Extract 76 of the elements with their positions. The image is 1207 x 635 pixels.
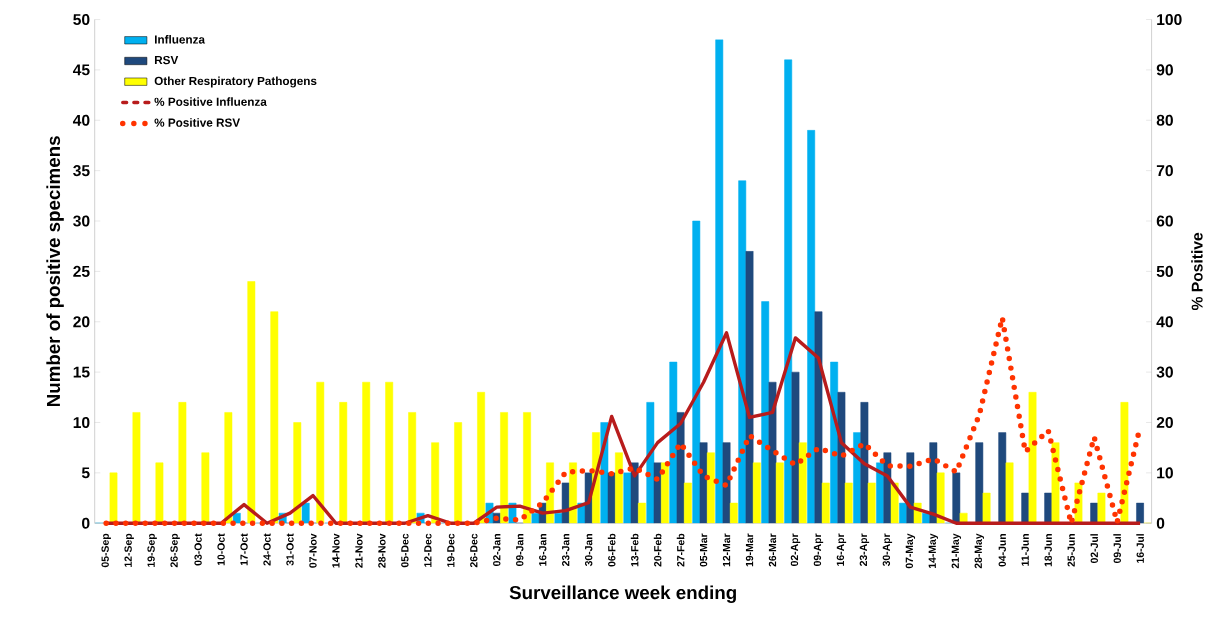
x-tick-label: 02-Jan: [493, 534, 501, 567]
y2-tick-label: 70: [1156, 165, 1173, 177]
y-tick-label: 40: [72, 114, 90, 127]
legend-label: Influenza: [154, 35, 206, 44]
x-tick-label: 20-Feb: [653, 534, 662, 567]
x-tick-label: 02-Jul: [1090, 534, 1098, 564]
x-tick-label: 03-Oct: [194, 533, 202, 566]
y2-tick-label: 100: [1157, 14, 1182, 26]
x-tick-label: 05-Sep: [101, 534, 111, 568]
x-tick-label: 26-Sep: [170, 534, 180, 568]
legend-label: RSV: [154, 56, 179, 65]
y-tick-label: 20: [73, 316, 90, 328]
y-tick-label: 5: [81, 467, 90, 479]
y2-tick-label: 80: [1156, 114, 1173, 127]
y2-tick-label: 30: [1156, 366, 1173, 378]
x-tick-label: 23-Apr: [859, 533, 870, 567]
x-tick-label: 12-Dec: [424, 533, 432, 568]
x-tick-label: 26-Mar: [768, 533, 777, 567]
x-tick-label: 14-May: [928, 533, 938, 569]
x-tick-label: 16-Jul: [1136, 534, 1144, 564]
x-tick-label: 30-Apr: [882, 533, 893, 567]
x-tick-label: 27-Feb: [676, 534, 685, 567]
legend-label: % Positive RSV: [154, 118, 241, 128]
y2-tick-label: 10: [1157, 467, 1173, 479]
x-tick-label: 17-Oct: [240, 533, 248, 566]
x-tick-label: 21-Nov: [355, 533, 363, 568]
y-tick-label: 30: [73, 215, 90, 227]
x-tick-label: 21-May: [951, 533, 962, 569]
x-tick-label: 19-Dec: [447, 533, 455, 568]
x-tick-label: 12-Sep: [124, 534, 134, 568]
x-tick-label: 19-Mar: [745, 533, 754, 567]
x-tick-label: 28-Nov: [378, 533, 386, 568]
x-tick-label: 10-Oct: [217, 533, 225, 566]
y-tick-label: 45: [72, 64, 90, 76]
y2-tick-label: 20: [1156, 417, 1173, 429]
x-tick-label: 18-Jun: [1044, 534, 1052, 567]
legend-label: Other Respiratory Pathogens: [154, 76, 317, 88]
y2-tick-label: 90: [1156, 64, 1173, 76]
x-axis-title: Surveillance week ending: [509, 585, 736, 604]
x-tick-label: 12-Mar: [722, 533, 731, 567]
x-tick-label: 16-Apr: [836, 533, 847, 566]
y-tick-label: 35: [73, 165, 90, 177]
y-tick-label: 0: [82, 517, 90, 529]
x-tick-label: 24-Oct: [263, 533, 271, 566]
y-tick-label: 10: [73, 417, 90, 429]
x-tick-label: 07-Nov: [309, 533, 317, 568]
x-tick-label: 16-Jan: [539, 534, 547, 566]
x-tick-label: 05-Mar: [699, 533, 708, 567]
x-tick-label: 04-Jun: [998, 534, 1006, 567]
y-tick-label: 15: [73, 366, 90, 378]
y-axis-title: Number of positive specimens: [46, 136, 64, 407]
x-tick-label: 09-Jan: [516, 534, 524, 567]
x-tick-label: 09-Jul: [1113, 534, 1121, 564]
y2-tick-label: 0: [1156, 517, 1165, 529]
x-tick-label: 02-Apr: [790, 533, 801, 567]
x-tick-label: 11-Jun: [1021, 534, 1029, 566]
x-tick-label: 30-Jan: [585, 534, 593, 567]
x-tick-label: 19-Sep: [147, 534, 157, 568]
y2-tick-label: 60: [1156, 215, 1173, 227]
y-tick-label: 50: [73, 14, 90, 26]
x-tick-label: 23-Jan: [562, 534, 570, 567]
x-tick-label: 14-Nov: [332, 533, 340, 568]
y2-tick-label: 40: [1156, 316, 1173, 328]
x-tick-label: 28-May: [974, 533, 984, 569]
x-tick-label: 25-Jun: [1067, 534, 1075, 567]
y2-tick-label: 50: [1156, 266, 1173, 278]
x-tick-label: 31-Oct: [286, 533, 294, 566]
legend-label: % Positive Influenza: [154, 97, 267, 107]
x-tick-label: 05-Dec: [401, 533, 409, 568]
y-tick-label: 25: [73, 266, 90, 278]
x-tick-label: 07-May: [905, 533, 916, 569]
y2-axis-title: % Positive: [1191, 233, 1203, 311]
x-tick-label: 09-Apr: [813, 533, 824, 567]
x-tick-label: 26-Dec: [470, 533, 478, 568]
x-tick-label: 06-Feb: [607, 534, 616, 567]
x-tick-label: 13-Feb: [630, 534, 639, 567]
